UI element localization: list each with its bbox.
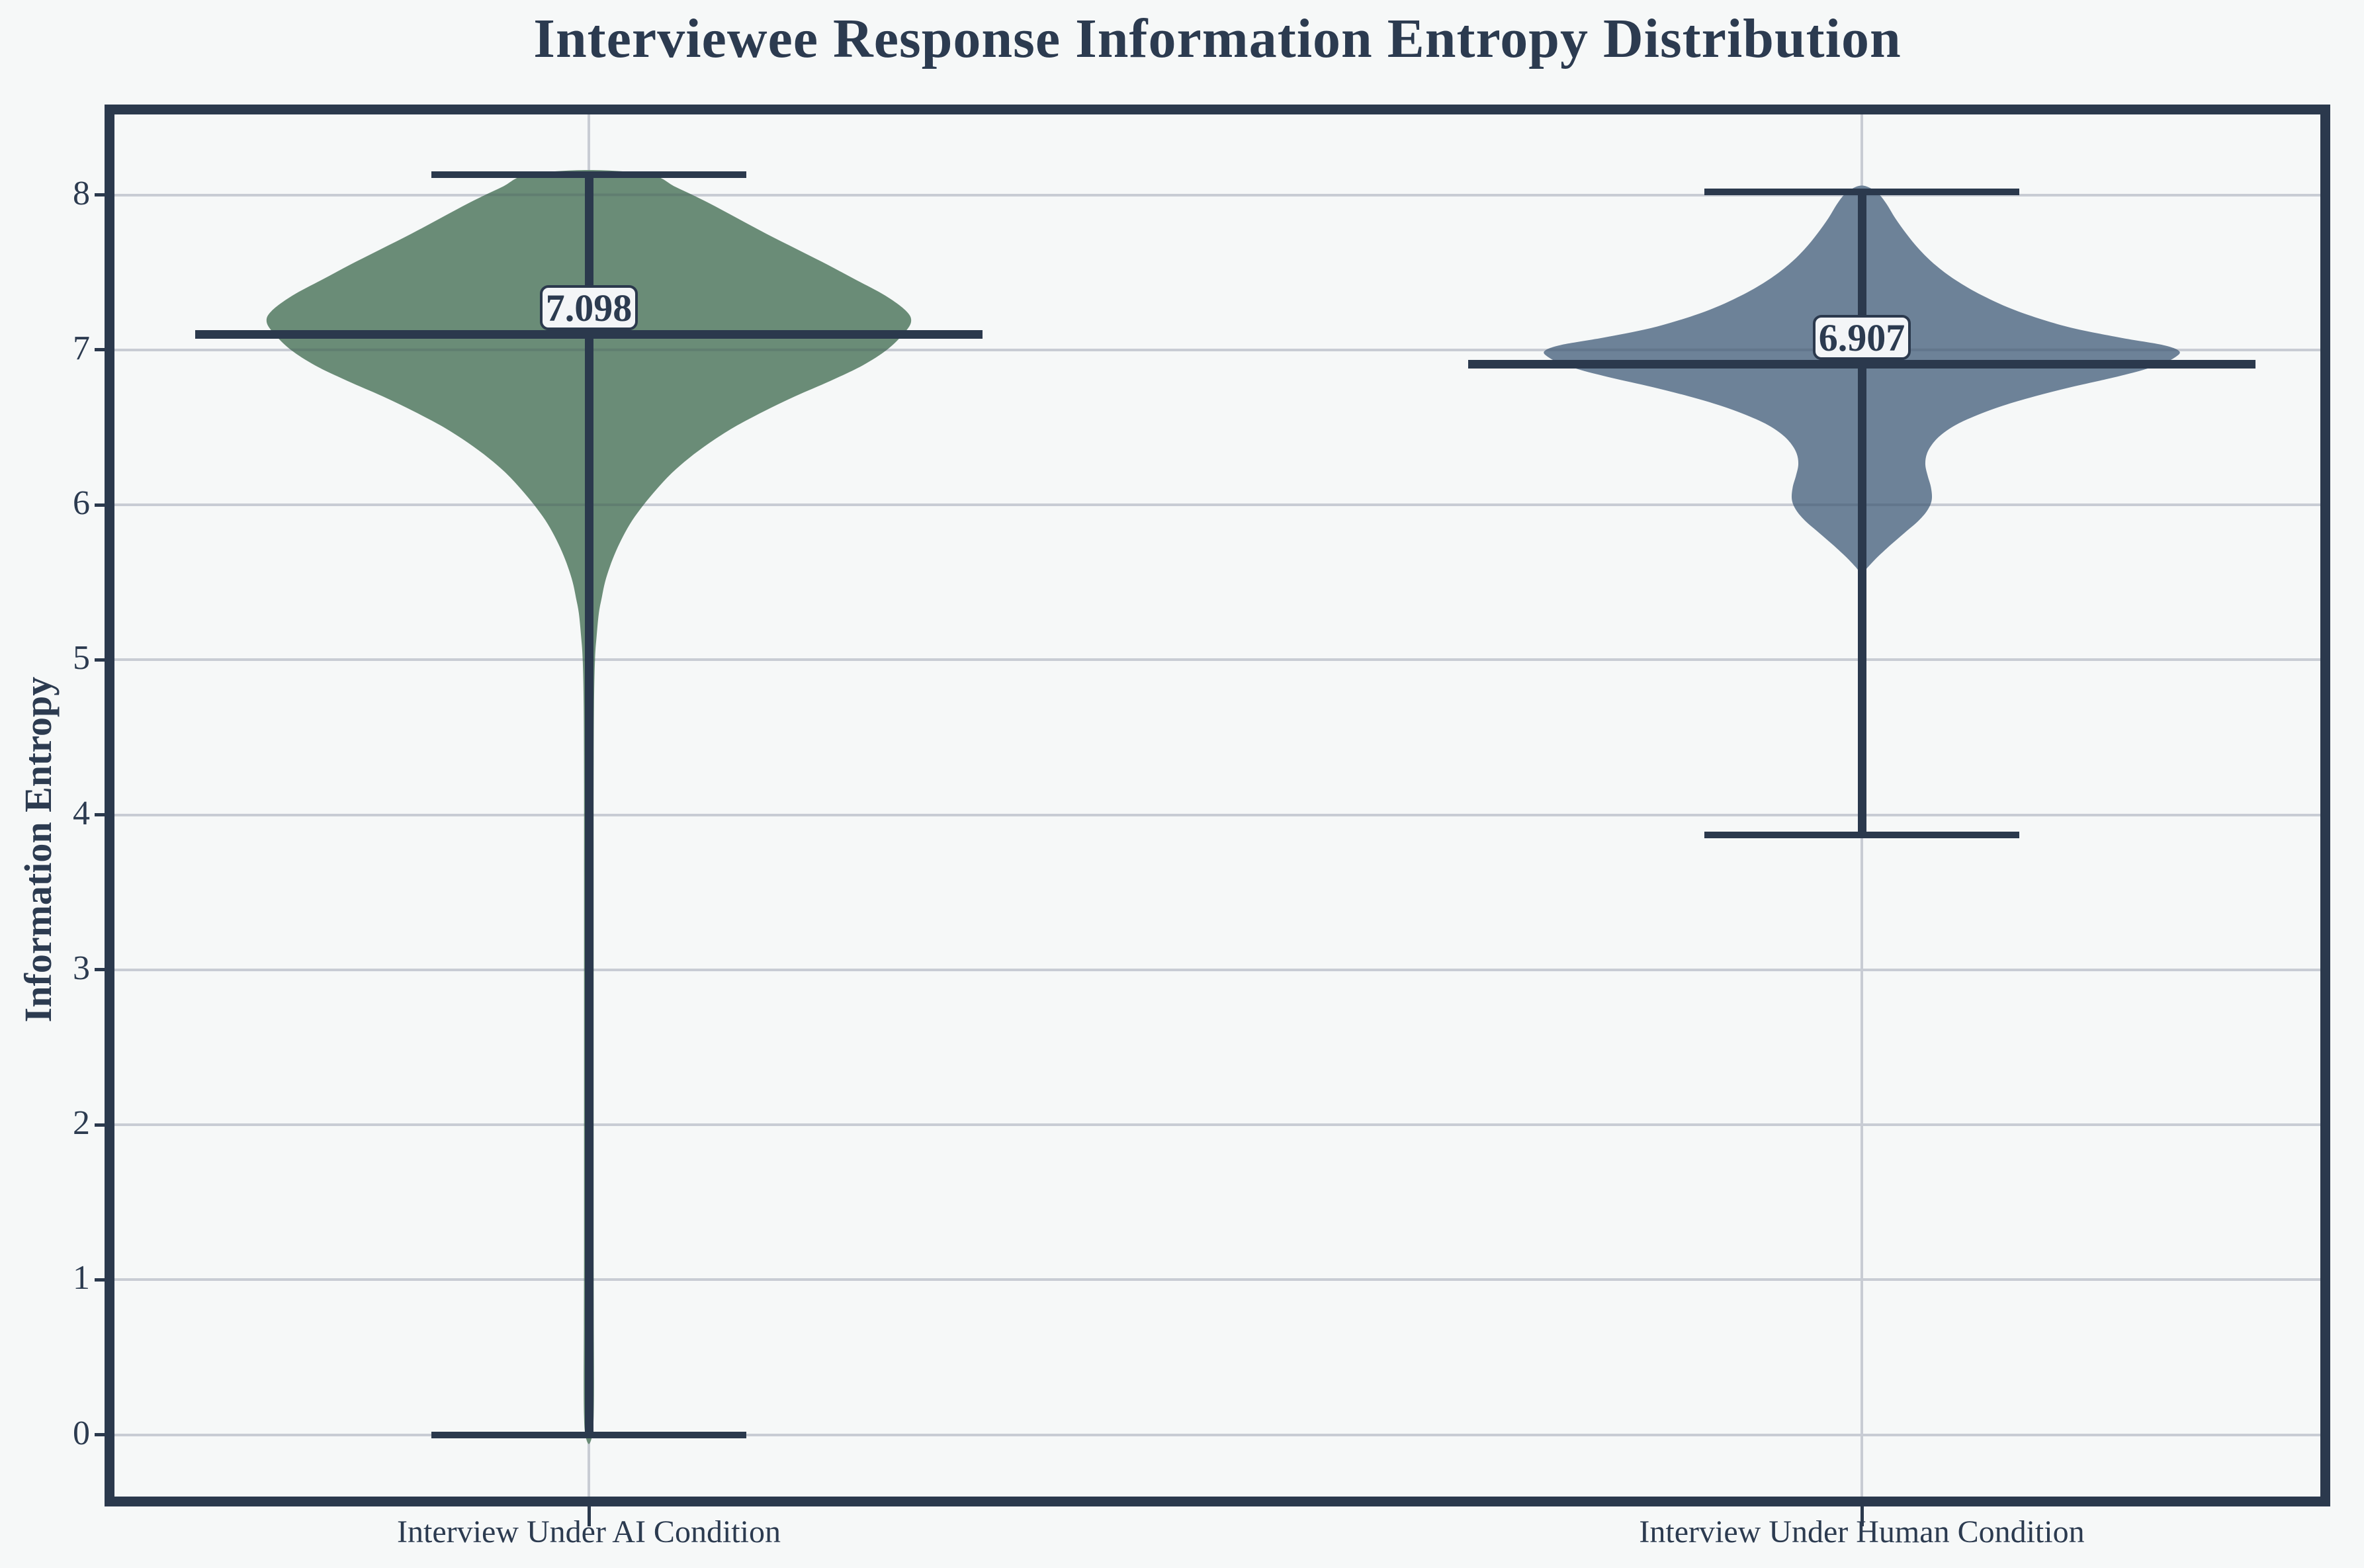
- y-tick-label: 4: [73, 794, 90, 832]
- x-tick: [1860, 1506, 1864, 1526]
- y-tick-label: 5: [73, 639, 90, 677]
- x-tick-label: Interview Under AI Condition: [397, 1514, 781, 1549]
- whisker-cap-ai-low: [431, 1431, 746, 1438]
- mean-line-human: [1468, 360, 2255, 369]
- h-gridline: [114, 658, 2320, 662]
- x-tick-label: Interview Under Human Condition: [1639, 1514, 2085, 1549]
- y-tick-label: 8: [73, 174, 90, 212]
- y-tick-label: 0: [73, 1414, 90, 1452]
- h-gridline: [114, 503, 2320, 506]
- mean-label-box-human: 6.907: [1813, 315, 1911, 361]
- h-gridline: [114, 193, 2320, 196]
- whisker-cap-human-high: [1704, 188, 2019, 195]
- h-gridline: [114, 348, 2320, 351]
- y-tick: [95, 968, 105, 972]
- plot-frame: [105, 105, 2330, 1506]
- chart-title: Interviewee Response Information Entropy…: [533, 8, 1902, 69]
- whisker-line-human: [1857, 191, 1866, 835]
- y-tick-label: 1: [73, 1259, 90, 1297]
- h-gridline: [114, 813, 2320, 816]
- whisker-cap-human-low: [1704, 831, 2019, 838]
- mean-line-ai: [195, 330, 983, 339]
- y-tick-label: 2: [73, 1104, 90, 1143]
- y-tick: [95, 658, 105, 662]
- whisker-line-ai: [584, 175, 593, 1435]
- y-tick: [95, 348, 105, 352]
- y-tick: [95, 1433, 105, 1436]
- whisker-cap-ai-high: [431, 171, 746, 179]
- mean-label-box-ai: 7.098: [540, 285, 638, 331]
- x-tick: [587, 1506, 591, 1526]
- y-tick-label: 6: [73, 484, 90, 523]
- y-tick-label: 3: [73, 949, 90, 987]
- h-gridline: [114, 1278, 2320, 1282]
- y-tick: [95, 503, 105, 507]
- y-tick-label: 7: [73, 329, 90, 367]
- y-tick: [95, 1123, 105, 1127]
- y-tick: [95, 1278, 105, 1282]
- y-tick: [95, 813, 105, 816]
- h-gridline: [114, 1433, 2320, 1436]
- y-tick: [95, 193, 105, 196]
- h-gridline: [114, 968, 2320, 971]
- h-gridline: [114, 1123, 2320, 1126]
